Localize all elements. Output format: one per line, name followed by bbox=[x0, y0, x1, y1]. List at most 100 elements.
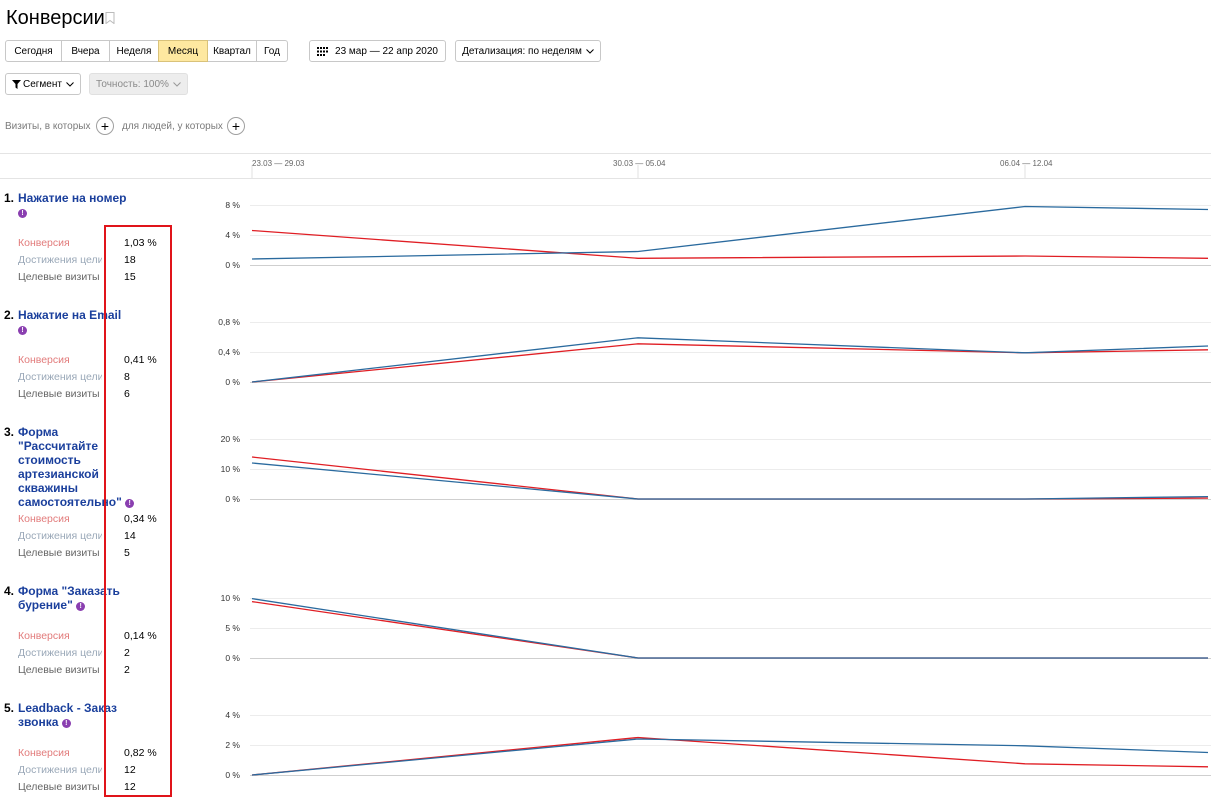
series-line-blue bbox=[251, 205, 1209, 260]
period-today-button[interactable]: Сегодня bbox=[5, 40, 62, 62]
metric-label-visits: Целевые визиты bbox=[18, 664, 100, 676]
timeline-label: 23.03 — 29.03 bbox=[252, 159, 305, 168]
timeline-label: 30.03 — 05.04 bbox=[613, 159, 666, 168]
info-icon[interactable]: ! bbox=[76, 602, 86, 611]
metric-value-visits: 5 bbox=[124, 547, 130, 559]
series-line-blue bbox=[251, 462, 1209, 500]
metric-label-visits: Целевые визиты bbox=[18, 271, 100, 283]
page-title: Конверсии bbox=[6, 7, 105, 29]
chevron-down-icon bbox=[173, 81, 181, 87]
series-line-red bbox=[251, 229, 1209, 259]
goal-number: 4. bbox=[4, 584, 15, 598]
segment-button[interactable]: Сегмент bbox=[5, 73, 81, 95]
goal-title-link[interactable]: Нажатие на номер ! bbox=[18, 191, 143, 219]
period-yesterday-button[interactable]: Вчера bbox=[61, 40, 110, 62]
add-people-filter-button[interactable]: + bbox=[227, 117, 245, 135]
info-icon[interactable]: ! bbox=[125, 499, 135, 508]
metric-label-achievements: Достижения цели bbox=[18, 764, 102, 776]
y-tick-label: 0 % bbox=[225, 770, 240, 780]
plus-icon: + bbox=[100, 118, 110, 134]
accuracy-label: Точность: 100% bbox=[96, 78, 169, 90]
info-icon[interactable]: ! bbox=[18, 209, 27, 218]
y-tick-label: 4 % bbox=[225, 230, 240, 240]
accuracy-dropdown[interactable]: Точность: 100% bbox=[89, 73, 188, 95]
y-tick-label: 0 % bbox=[225, 494, 240, 504]
metric-label-achievements: Достижения цели bbox=[18, 530, 102, 542]
chevron-down-icon bbox=[66, 81, 74, 87]
metric-label-visits: Целевые визиты bbox=[18, 781, 100, 793]
series-line-red bbox=[251, 456, 1209, 500]
metric-label-achievements: Достижения цели bbox=[18, 254, 102, 266]
metric-value-achievements: 14 bbox=[124, 530, 136, 542]
goal-number: 3. bbox=[4, 425, 15, 439]
y-tick-label: 8 % bbox=[225, 200, 240, 210]
info-icon[interactable]: ! bbox=[18, 326, 27, 335]
goal-title: Форма "Заказать бурение" bbox=[18, 584, 120, 612]
highlight-annotation bbox=[104, 225, 172, 797]
metric-value-visits: 15 bbox=[124, 271, 136, 283]
y-tick-label: 10 % bbox=[220, 593, 240, 603]
goal-number: 5. bbox=[4, 701, 15, 715]
metric-value-conversion: 0,41 % bbox=[124, 354, 157, 366]
goal-number: 2. bbox=[4, 308, 15, 322]
metric-value-conversion: 0,34 % bbox=[124, 513, 157, 525]
metric-label-visits: Целевые визиты bbox=[18, 388, 100, 400]
series-line-red bbox=[251, 600, 1208, 659]
y-tick-label: 5 % bbox=[225, 623, 240, 633]
metric-value-achievements: 8 bbox=[124, 371, 130, 383]
info-icon[interactable]: ! bbox=[61, 719, 71, 728]
metric-value-achievements: 18 bbox=[124, 254, 136, 266]
bookmark-icon[interactable] bbox=[105, 12, 115, 24]
divider bbox=[0, 178, 1211, 179]
metric-label-conversion: Конверсия bbox=[18, 630, 70, 642]
goal-title: Нажатие на Email bbox=[18, 308, 122, 322]
timeline-label: 06.04 — 12.04 bbox=[1000, 159, 1053, 168]
metric-label-conversion: Конверсия bbox=[18, 747, 70, 759]
goal-title: Leadback - Заказ звонка bbox=[18, 701, 118, 729]
y-tick-label: 0,8 % bbox=[218, 317, 240, 327]
people-filter-label: для людей, у которых bbox=[122, 121, 223, 132]
y-tick-label: 4 % bbox=[225, 710, 240, 720]
goal-title-link[interactable]: Форма "Заказать бурение" ! bbox=[18, 584, 128, 612]
visits-filter-label: Визиты, в которых bbox=[5, 121, 91, 132]
metric-label-achievements: Достижения цели bbox=[18, 647, 102, 659]
detail-label: Детализация: по неделям bbox=[462, 45, 582, 57]
filter-icon bbox=[12, 79, 21, 89]
chevron-down-icon bbox=[585, 48, 594, 54]
y-tick-label: 20 % bbox=[220, 434, 240, 444]
period-week-button[interactable]: Неделя bbox=[109, 40, 159, 62]
metric-value-achievements: 2 bbox=[124, 647, 130, 659]
add-visits-filter-button[interactable]: + bbox=[96, 117, 114, 135]
calendar-icon bbox=[317, 46, 329, 56]
series-line-red bbox=[251, 736, 1209, 776]
goal-title: Нажатие на номер bbox=[18, 191, 127, 205]
period-month-button[interactable]: Месяц bbox=[158, 40, 208, 62]
y-tick-label: 0 % bbox=[225, 260, 240, 270]
goal-title-link[interactable]: Нажатие на Email ! bbox=[18, 308, 143, 336]
y-tick-label: 2 % bbox=[225, 740, 240, 750]
metric-value-conversion: 0,14 % bbox=[124, 630, 157, 642]
metric-value-achievements: 12 bbox=[124, 764, 136, 776]
goal-number: 1. bbox=[4, 191, 15, 205]
metric-value-conversion: 1,03 % bbox=[124, 237, 157, 249]
goal-title: Форма "Рассчитайте стоимость артезианско… bbox=[18, 425, 122, 509]
series-line-blue bbox=[251, 738, 1209, 776]
metric-label-visits: Целевые визиты bbox=[18, 547, 100, 559]
series-line-blue bbox=[251, 597, 1208, 659]
metric-value-visits: 12 bbox=[124, 781, 136, 793]
date-range-button[interactable]: 23 мар — 22 апр 2020 bbox=[309, 40, 446, 62]
detail-dropdown[interactable]: Детализация: по неделям bbox=[455, 40, 601, 62]
metric-value-visits: 2 bbox=[124, 664, 130, 676]
plus-icon: + bbox=[231, 118, 241, 134]
goal-title-link[interactable]: Форма "Рассчитайте стоимость артезианско… bbox=[18, 425, 138, 509]
metric-label-conversion: Конверсия bbox=[18, 354, 70, 366]
y-tick-label: 0,4 % bbox=[218, 347, 240, 357]
date-range-label: 23 мар — 22 апр 2020 bbox=[335, 45, 438, 57]
metric-label-conversion: Конверсия bbox=[18, 237, 70, 249]
y-tick-label: 10 % bbox=[220, 464, 240, 474]
metric-value-visits: 6 bbox=[124, 388, 130, 400]
goal-title-link[interactable]: Leadback - Заказ звонка ! bbox=[18, 701, 123, 729]
period-year-button[interactable]: Год bbox=[256, 40, 288, 62]
metric-value-conversion: 0,82 % bbox=[124, 747, 157, 759]
